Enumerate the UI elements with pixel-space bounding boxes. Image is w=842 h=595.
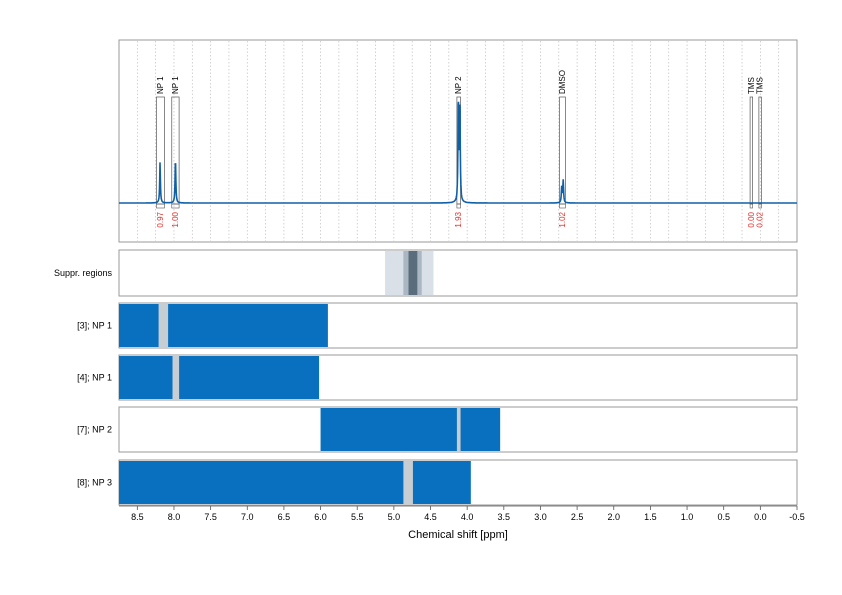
x-tick-label: 2.0 xyxy=(607,512,620,522)
peak-annotations: NP 1 0.97 NP 1 1.00 NP 2 1.93 DMSO 1.02 TMS 0.00 T… xyxy=(156,70,765,228)
x-axis-label: Chemical shift [ppm] xyxy=(408,529,508,541)
peak-label: DMSO xyxy=(558,70,567,94)
track-panel xyxy=(118,406,798,453)
x-tick-label: 4.5 xyxy=(424,512,437,522)
peak-label: TMS xyxy=(756,77,765,94)
integral-bracket xyxy=(156,203,165,209)
track-gap xyxy=(456,408,461,451)
x-tick-label: 5.0 xyxy=(388,512,401,522)
x-tick-label: 6.5 xyxy=(278,512,291,522)
suppression-panel xyxy=(118,249,798,297)
suppression-label: Suppr. regions xyxy=(54,268,113,278)
annotation-box xyxy=(749,96,753,205)
track-label: [3]; NP 1 xyxy=(77,321,112,331)
x-tick-label: 7.0 xyxy=(241,512,254,522)
x-tick-label: 8.0 xyxy=(168,512,181,522)
integral-bracket xyxy=(758,203,762,209)
x-tick-label: 0.5 xyxy=(717,512,730,522)
peak-label: NP 1 xyxy=(156,76,165,94)
track-label: [4]; NP 1 xyxy=(77,373,112,383)
suppression-core-band xyxy=(408,251,418,295)
x-tick-label: 4.0 xyxy=(461,512,474,522)
integral-bracket xyxy=(559,203,566,209)
x-tick-label: 5.5 xyxy=(351,512,364,522)
track-label: [7]; NP 2 xyxy=(77,425,112,435)
peak-label: TMS xyxy=(747,77,756,94)
x-tick-label: 3.0 xyxy=(534,512,547,522)
signal-tracks: [3]; NP 1 [4]; NP 1 [7]; NP 2 [8]; NP 3 xyxy=(77,302,798,506)
track-bar xyxy=(119,304,328,347)
integral-value: 0.97 xyxy=(156,211,165,227)
peak-label: NP 2 xyxy=(454,76,463,94)
integral-bracket xyxy=(456,203,461,209)
suppression-regions xyxy=(385,251,434,295)
x-tick-label: 1.5 xyxy=(644,512,657,522)
integral-bracket xyxy=(171,203,180,209)
spectrum-panel xyxy=(118,39,798,243)
track-gap xyxy=(403,461,413,504)
x-axis: 8.5 8.0 7.5 7.0 6.5 6.0 5.5 5.0 4.5 4.0 3.5 3.0 2.5 2… xyxy=(119,505,805,522)
track-label: [8]; NP 3 xyxy=(77,478,112,488)
x-tick-label: -0.5 xyxy=(789,512,805,522)
x-tick-label: 1.0 xyxy=(681,512,694,522)
x-tick-label: 6.0 xyxy=(314,512,327,522)
x-tick-label: 7.5 xyxy=(204,512,217,522)
track-gap xyxy=(172,356,180,399)
integral-value: 1.93 xyxy=(454,211,463,227)
track-gap xyxy=(158,304,169,347)
track-bar xyxy=(119,356,320,399)
x-tick-label: 3.5 xyxy=(498,512,511,522)
integral-value: 0.02 xyxy=(756,211,765,227)
integral-bracket xyxy=(749,203,753,209)
peak-label: NP 1 xyxy=(171,76,180,94)
track-bar xyxy=(119,461,471,504)
spectrum-trace xyxy=(119,101,797,204)
track-bar xyxy=(320,408,501,451)
integral-value: 0.00 xyxy=(747,211,756,227)
x-tick-label: 2.5 xyxy=(571,512,584,522)
integral-value: 1.02 xyxy=(558,211,567,227)
x-tick-label: 0.0 xyxy=(754,512,767,522)
integral-value: 1.00 xyxy=(171,211,180,227)
x-tick-label: 8.5 xyxy=(131,512,144,522)
